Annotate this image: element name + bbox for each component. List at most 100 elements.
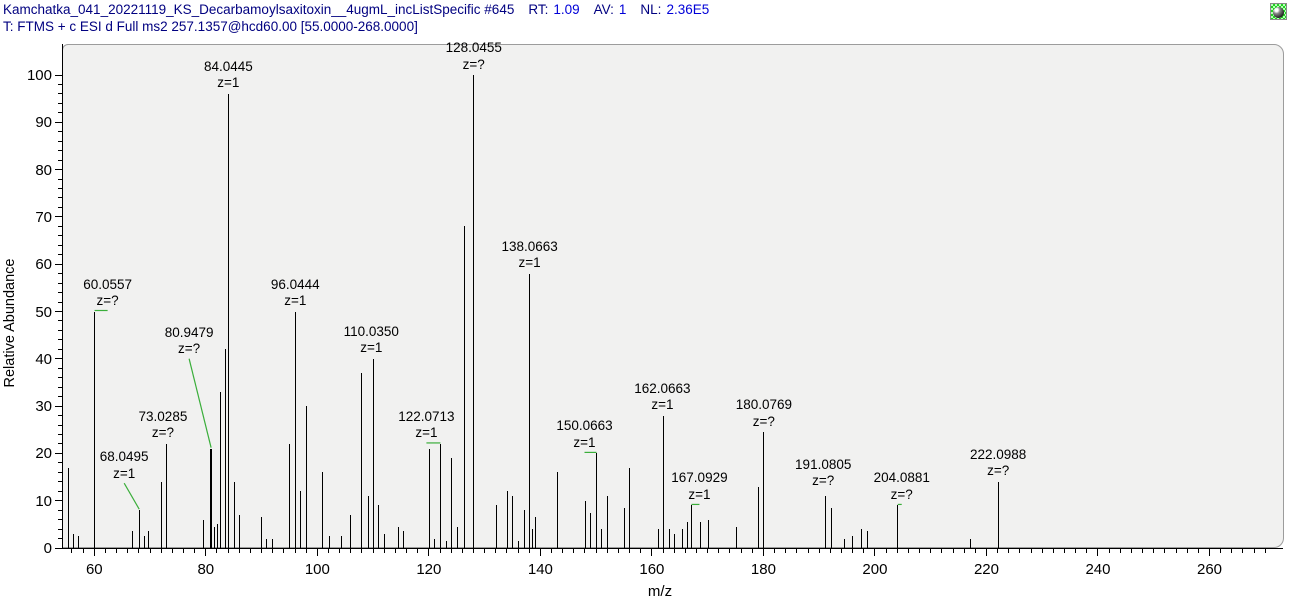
- x-axis-minor-tick: [551, 549, 553, 553]
- x-axis-minor-tick: [272, 549, 274, 553]
- x-axis-tick-label: 160: [639, 561, 665, 578]
- x-axis-tick-label: 80: [197, 561, 215, 578]
- x-axis-tick-label: 60: [85, 561, 103, 578]
- x-axis-minor-tick: [372, 549, 374, 553]
- x-axis-minor-tick: [952, 549, 954, 553]
- x-axis-minor-tick: [417, 549, 419, 553]
- x-axis-tick: [205, 549, 207, 556]
- x-axis-tick: [1097, 549, 1099, 556]
- x-axis-minor-tick: [729, 549, 731, 553]
- x-axis-minor-tick: [495, 549, 497, 553]
- scan-filter-line: T: FTMS + c ESI d Full ms2 257.1357@hcd6…: [3, 19, 418, 34]
- pin-globe-icon[interactable]: [1270, 3, 1287, 20]
- x-axis-minor-tick: [740, 549, 742, 553]
- y-axis-title: Relative Abundance: [2, 258, 18, 388]
- y-axis-tick-label: 20: [35, 445, 52, 463]
- x-axis-minor-tick: [294, 549, 296, 553]
- rt-value: 1.09: [553, 2, 580, 17]
- x-axis-minor-tick: [573, 549, 575, 553]
- y-axis-tick-label: 30: [35, 398, 52, 416]
- y-axis-tick-label: 90: [35, 114, 52, 132]
- x-axis-minor-tick: [896, 549, 898, 553]
- x-axis-minor-tick: [327, 549, 329, 553]
- x-axis-minor-tick: [963, 549, 965, 553]
- x-axis-tick-label: 120: [416, 561, 442, 578]
- x-axis-minor-tick: [1142, 549, 1144, 553]
- x-axis-minor-tick: [116, 549, 118, 553]
- x-axis-minor-tick: [1019, 549, 1021, 553]
- x-axis-minor-tick: [1231, 549, 1233, 553]
- y-axis-tick: [55, 74, 62, 76]
- x-axis-minor-tick: [406, 549, 408, 553]
- x-axis-minor-tick: [171, 549, 173, 553]
- x-axis-minor-tick: [1108, 549, 1110, 553]
- x-axis-minor-tick: [71, 549, 73, 553]
- x-axis-tick-label: 220: [973, 561, 999, 578]
- y-axis-tick: [55, 311, 62, 312]
- x-axis-minor-tick: [919, 549, 921, 553]
- x-axis-minor-tick: [439, 549, 441, 553]
- x-axis-minor-tick: [640, 549, 642, 553]
- x-axis-minor-tick: [684, 549, 686, 553]
- x-axis-minor-tick: [997, 549, 999, 553]
- y-axis-tick: [55, 452, 62, 454]
- y-axis-tick: [55, 263, 62, 265]
- x-axis-minor-tick: [829, 549, 831, 553]
- x-axis-minor-tick: [1075, 549, 1077, 553]
- x-axis-minor-tick: [506, 549, 508, 553]
- y-axis-tick: [55, 169, 62, 171]
- x-axis-minor-tick: [339, 549, 341, 553]
- x-axis-minor-tick: [149, 549, 151, 553]
- x-axis-minor-tick: [1264, 549, 1266, 553]
- x-axis-minor-tick: [1164, 549, 1166, 553]
- x-axis-tick-label: 240: [1085, 561, 1111, 578]
- x-axis-minor-tick: [350, 549, 352, 553]
- x-axis-minor-tick: [261, 549, 263, 553]
- x-axis-minor-tick: [517, 549, 519, 553]
- x-axis-minor-tick: [383, 549, 385, 553]
- x-axis-minor-tick: [1052, 549, 1054, 553]
- x-axis-minor-tick: [528, 549, 530, 553]
- x-axis-minor-tick: [461, 549, 463, 553]
- x-axis-tick: [985, 549, 987, 556]
- av-label: AV:: [593, 2, 614, 17]
- x-axis-tick: [428, 549, 430, 556]
- x-axis-minor-tick: [807, 549, 809, 553]
- x-axis-tick: [874, 549, 876, 556]
- nl-value: 2.36E5: [666, 2, 710, 17]
- x-axis-minor-tick: [907, 549, 909, 553]
- x-axis-minor-tick: [484, 549, 486, 553]
- x-axis-minor-tick: [606, 549, 608, 553]
- x-axis-minor-tick: [1153, 549, 1155, 553]
- x-axis-minor-tick: [227, 549, 229, 553]
- pin-globe-sphere: [1273, 7, 1284, 18]
- x-axis: [62, 548, 1283, 549]
- x-axis-minor-tick: [1197, 549, 1199, 553]
- scan-header: Kamchatka_041_20221119_KS_Decarbamoylsax…: [3, 1, 1263, 35]
- nl-label: NL:: [640, 2, 662, 17]
- x-axis-minor-tick: [595, 549, 597, 553]
- spectrum-plot-area[interactable]: [62, 44, 1284, 548]
- x-axis-minor-tick: [472, 549, 474, 553]
- x-axis-minor-tick: [450, 549, 452, 553]
- x-axis-minor-tick: [796, 549, 798, 553]
- x-axis-tick-label: 200: [862, 561, 888, 578]
- x-axis-minor-tick: [1030, 549, 1032, 553]
- x-axis-tick-label: 180: [750, 561, 776, 578]
- x-axis-minor-tick: [1041, 549, 1043, 553]
- x-axis-title: m/z: [647, 583, 673, 600]
- x-axis-minor-tick: [183, 549, 185, 553]
- x-axis-minor-tick: [1130, 549, 1132, 553]
- y-axis-tick-label: 70: [35, 208, 52, 226]
- y-axis-tick-label: 40: [35, 350, 52, 368]
- x-axis-minor-tick: [718, 549, 720, 553]
- x-axis-minor-tick: [840, 549, 842, 553]
- x-axis-minor-tick: [394, 549, 396, 553]
- x-axis-minor-tick: [249, 549, 251, 553]
- x-axis-minor-tick: [305, 549, 307, 553]
- y-axis-tick: [55, 121, 62, 123]
- y-axis-tick: [55, 547, 62, 549]
- y-axis-tick-label: 80: [35, 161, 52, 179]
- y-axis-tick-label: 100: [26, 67, 52, 84]
